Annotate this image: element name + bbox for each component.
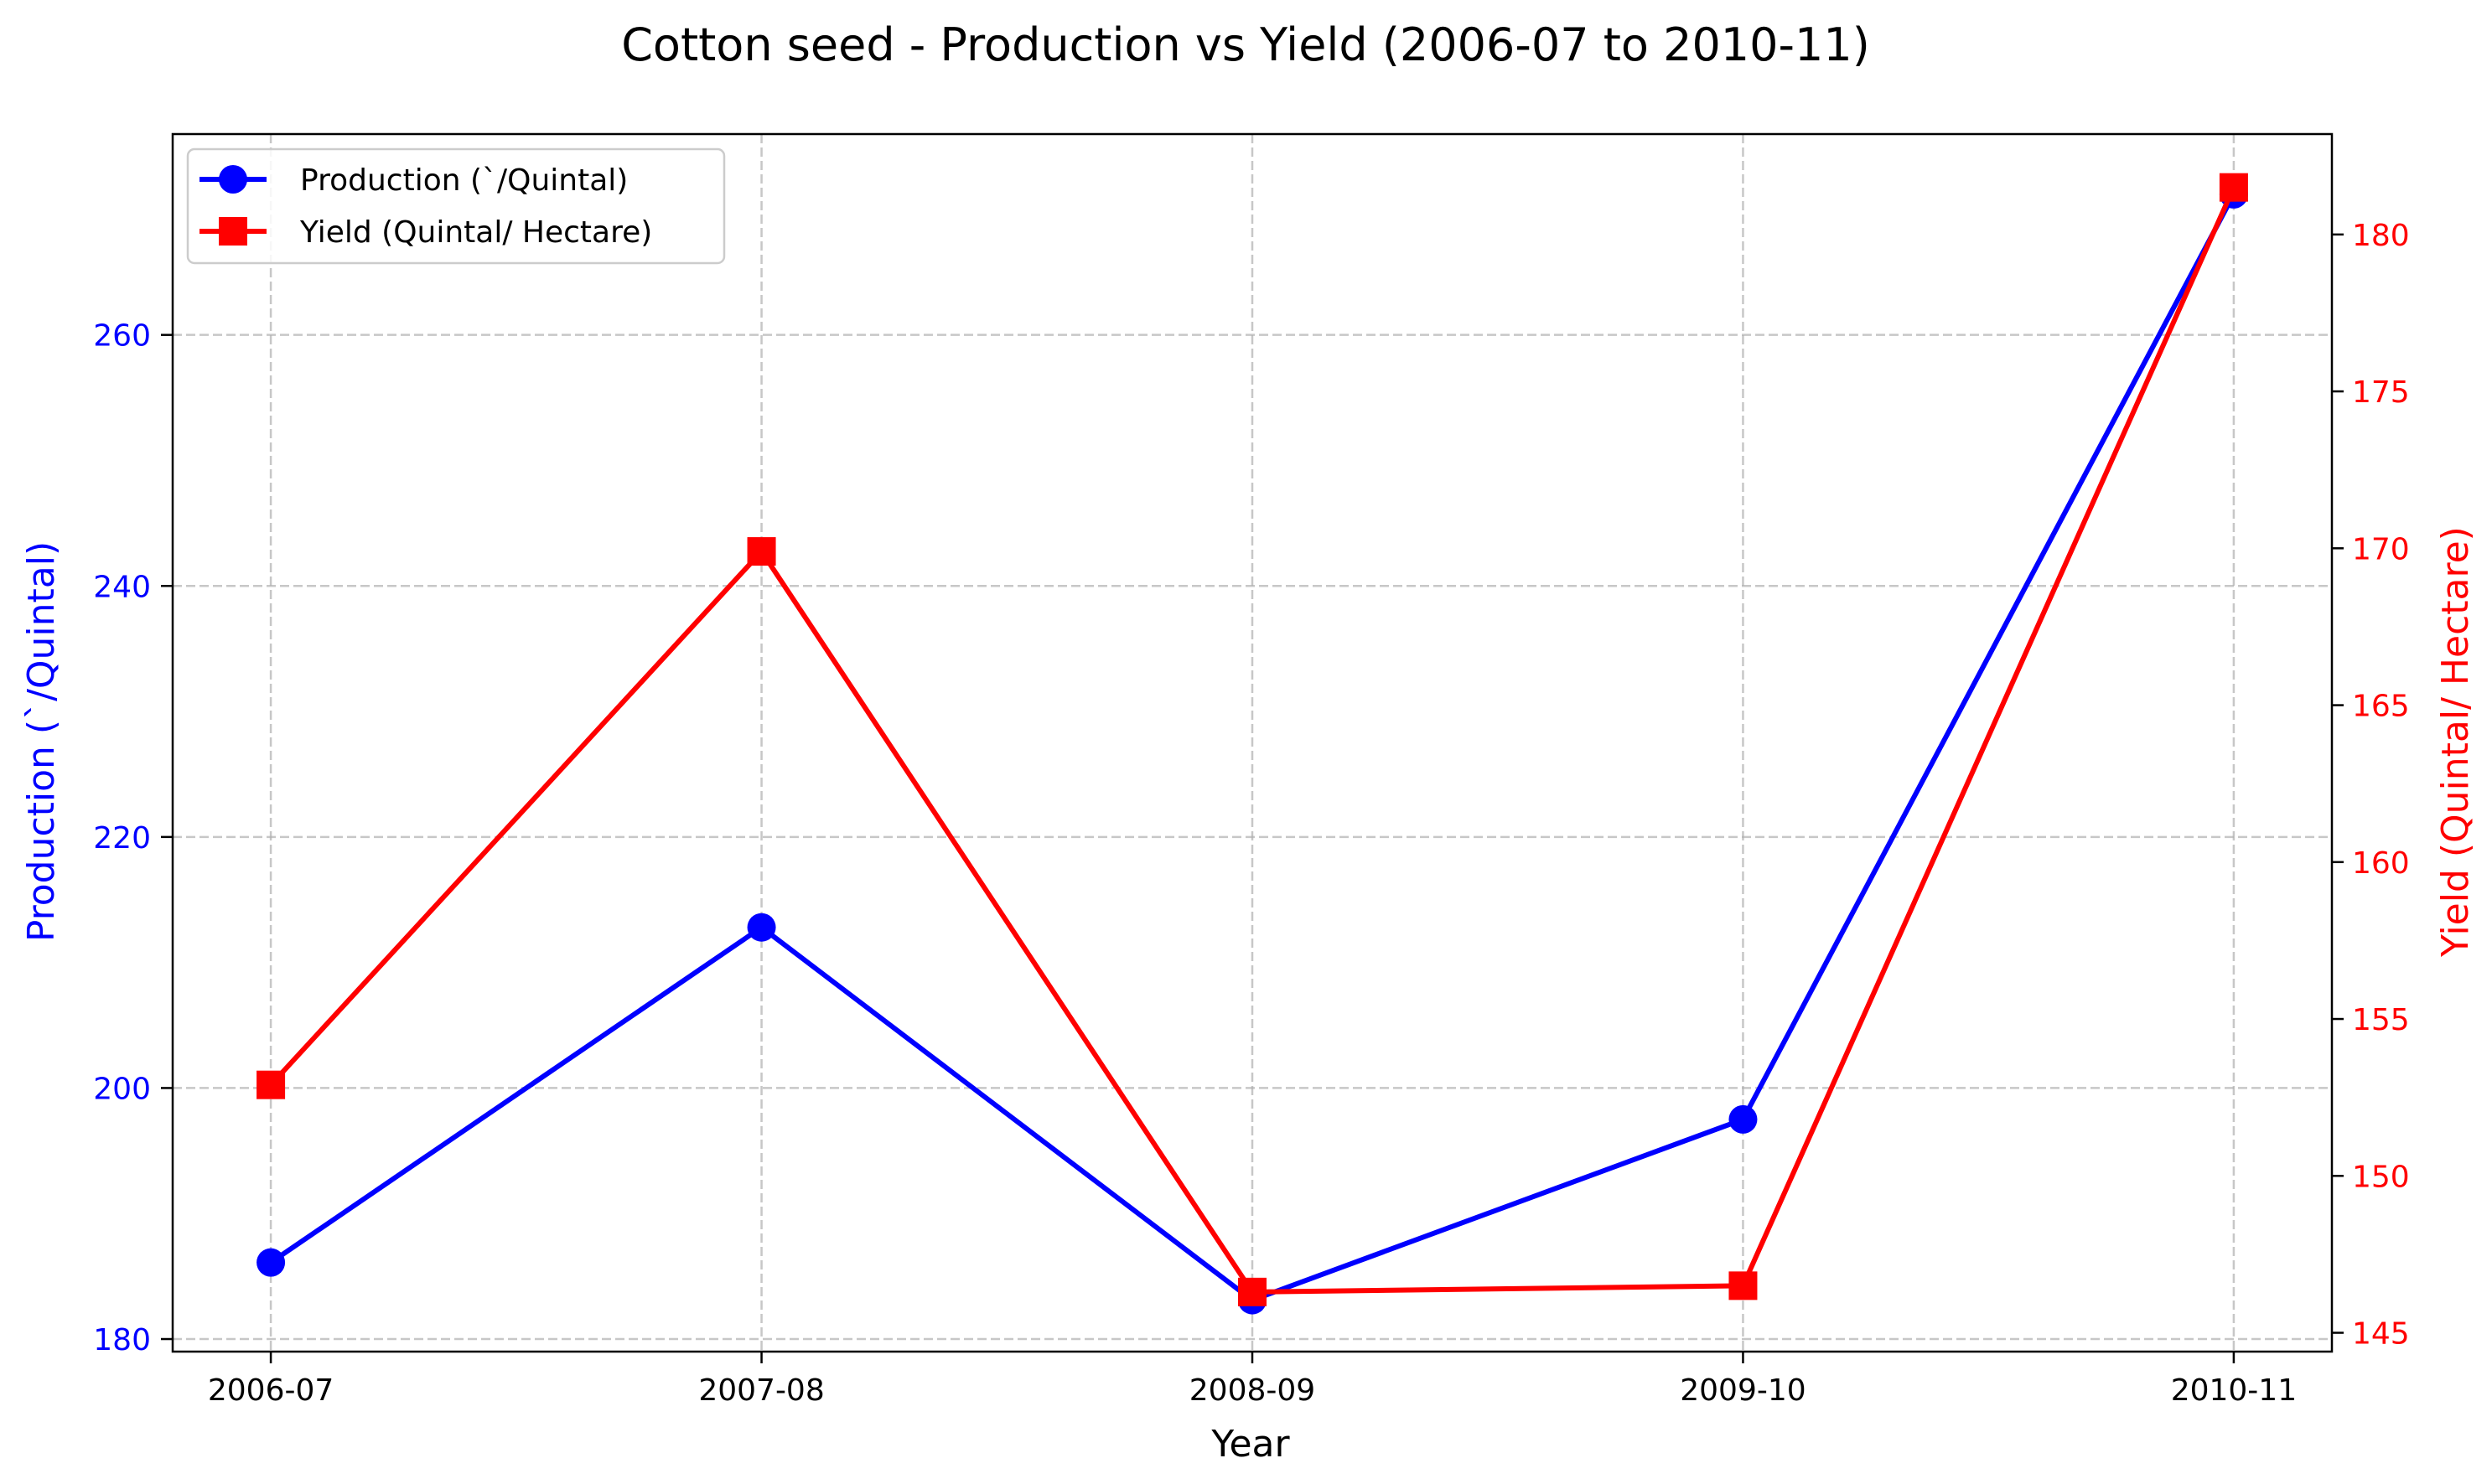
legend-box — [186, 147, 726, 265]
grid — [173, 134, 2332, 1352]
chart-title: Cotton seed - Production vs Yield (2006-… — [621, 18, 1870, 71]
y-axis-left-label: Production (`/Quintal) — [20, 541, 63, 942]
legend-marker — [219, 217, 247, 246]
y-axis-right-label: Yield (Quintal/ Hectare) — [2434, 526, 2477, 958]
legend: Production (`/Quintal) Yield (Quintal/ He… — [186, 147, 726, 265]
y-right-tick-label: 150 — [2352, 1160, 2410, 1194]
y-axis-left: 180 200 220 240 260 — [93, 319, 173, 1357]
data-point — [256, 1070, 286, 1099]
x-tick-label: 2008-09 — [1189, 1373, 1315, 1408]
legend-label: Yield (Quintal/ Hectare) — [299, 215, 652, 250]
y-axis-right: 145 150 155 160 165 170 175 180 — [2332, 219, 2410, 1352]
x-tick-label: 2009-10 — [1680, 1373, 1806, 1408]
y-left-tick-label: 200 — [93, 1072, 151, 1106]
data-point — [2219, 173, 2248, 202]
y-right-tick-label: 175 — [2352, 375, 2410, 410]
legend-marker — [219, 165, 247, 194]
y-right-tick-label: 170 — [2352, 532, 2410, 566]
x-axis-label: Year — [1210, 1423, 1290, 1466]
y-right-tick-label: 155 — [2352, 1003, 2410, 1037]
x-tick-label: 2007-08 — [698, 1373, 824, 1408]
series-layer — [256, 173, 2248, 1315]
y-left-tick-label: 220 — [93, 821, 151, 856]
data-point — [747, 913, 776, 942]
data-point — [1238, 1277, 1267, 1306]
y-right-tick-label: 165 — [2352, 690, 2410, 724]
y-right-tick-label: 180 — [2352, 219, 2410, 253]
x-tick-label: 2010-11 — [2171, 1373, 2297, 1408]
y-left-tick-label: 240 — [93, 570, 151, 604]
legend-label: Production (`/Quintal) — [300, 163, 628, 198]
x-axis: 2006-07 2007-08 2008-09 2009-10 2010-11 — [208, 1352, 2297, 1408]
data-point — [256, 1248, 286, 1277]
data-point — [747, 537, 776, 566]
x-tick-label: 2006-07 — [208, 1373, 334, 1408]
y-left-tick-label: 260 — [93, 319, 151, 354]
y-right-tick-label: 160 — [2352, 846, 2410, 881]
y-left-tick-label: 180 — [93, 1323, 151, 1357]
y-right-tick-label: 145 — [2352, 1317, 2410, 1352]
data-point — [1728, 1104, 1758, 1134]
data-point — [1728, 1271, 1758, 1300]
